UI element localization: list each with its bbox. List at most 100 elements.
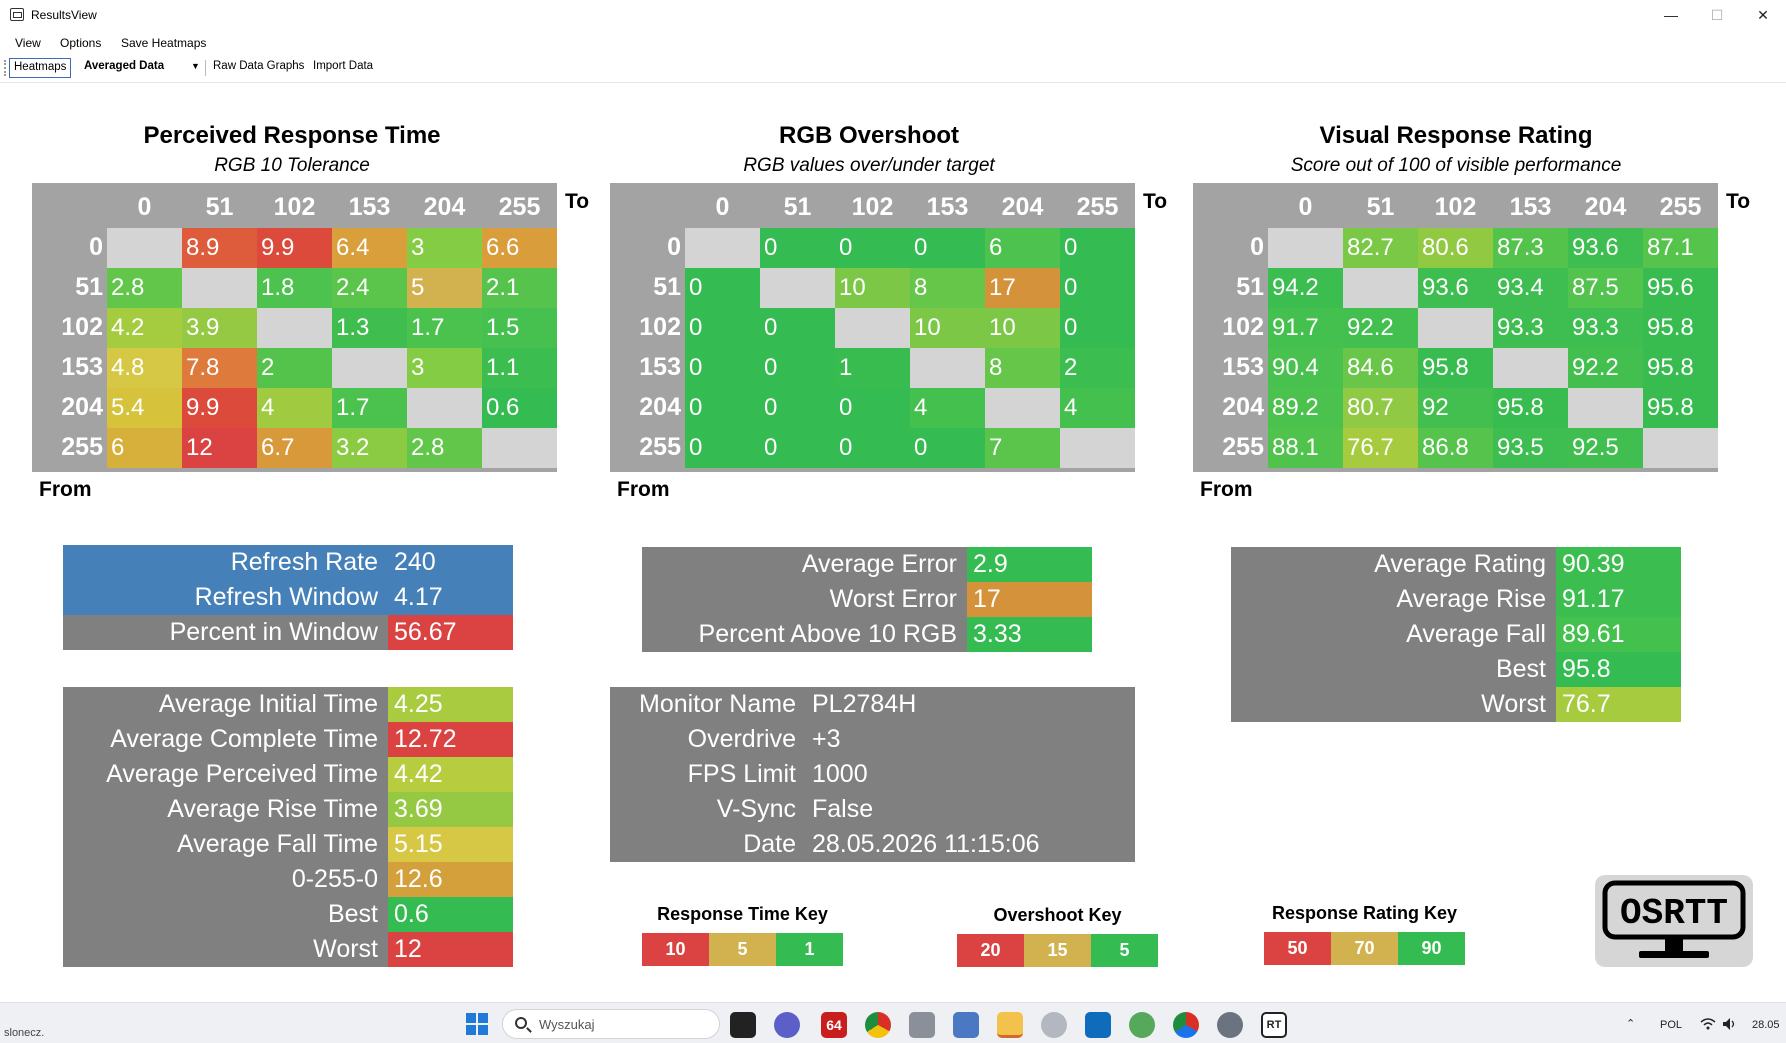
heatmap-cell: 5 xyxy=(407,268,482,308)
heatmap-cell: 17 xyxy=(985,268,1060,308)
chevron-down-icon[interactable]: ▼ xyxy=(191,61,200,71)
task-view-icon[interactable] xyxy=(730,1012,756,1038)
response-stats-table: Average Initial Time 4.25 Average Complete… xyxy=(63,687,513,967)
heatmap-row-header: 102 xyxy=(61,313,103,341)
wifi-icon[interactable] xyxy=(1700,1017,1716,1031)
menu-save-heatmaps[interactable]: Save Heatmaps xyxy=(121,36,207,50)
heatmap-title: RGB Overshoot xyxy=(778,122,960,149)
heatmap-column-header: 51 xyxy=(783,193,812,221)
tray-chevron-up-icon[interactable]: ⌃ xyxy=(1626,1018,1636,1030)
stat-value: 12 xyxy=(388,932,513,967)
stat-label: Average Rating xyxy=(1374,550,1546,578)
menu-options[interactable]: Options xyxy=(60,36,102,50)
chrome-icon[interactable] xyxy=(865,1012,891,1038)
heatmap-column-header: 102 xyxy=(851,193,894,221)
heatmap-cell: 93.5 xyxy=(1493,428,1568,468)
stat-label: Average Rise Time xyxy=(167,795,378,823)
heatmap-from-label: From xyxy=(1200,478,1253,501)
heatmap-column-header: 204 xyxy=(1584,193,1627,221)
heatmap-row-header: 204 xyxy=(1222,393,1264,421)
heatmap-column-header: 51 xyxy=(1366,193,1395,221)
heatmap-cell: 4 xyxy=(1060,388,1135,428)
heatmap-column-header: 204 xyxy=(1001,193,1044,221)
menu-view[interactable]: View xyxy=(15,36,41,50)
rating-stats-table: Average Rating 90.39 Average Rise 91.17 Aver… xyxy=(1231,547,1681,722)
osrtt-app-icon[interactable]: RT xyxy=(1261,1012,1287,1038)
stat-label: 0-255-0 xyxy=(291,865,378,893)
stat-row: Average Fall Time 5.15 xyxy=(63,827,513,862)
heatmap-cell: 3 xyxy=(407,348,482,388)
heatmap-row-header: 0 xyxy=(1250,233,1264,261)
stat-label: Percent Above 10 RGB xyxy=(698,620,957,648)
stat-row: Average Fall 89.61 xyxy=(1231,617,1681,652)
globe-icon[interactable] xyxy=(1129,1012,1155,1038)
key-cell: 5 xyxy=(1091,934,1158,967)
heatmap-row-header: 255 xyxy=(639,433,681,461)
disk-icon[interactable] xyxy=(1041,1012,1067,1038)
stat-row: Monitor Name PL2784H xyxy=(610,687,1135,722)
stat-value: 76.7 xyxy=(1556,687,1681,722)
taskbar-search[interactable]: Wyszukaj xyxy=(502,1009,720,1039)
heatmap-cell: 1.3 xyxy=(332,308,407,348)
stat-value: 3.69 xyxy=(388,792,513,827)
volume-icon[interactable] xyxy=(1722,1017,1738,1031)
heatmap-row-header: 255 xyxy=(61,433,103,461)
heatmap-cell: 92.2 xyxy=(1343,308,1418,348)
network-app-icon[interactable] xyxy=(953,1012,979,1038)
stat-value: 240 xyxy=(388,545,513,580)
maximize-button[interactable]: ☐ xyxy=(1710,6,1724,23)
heatmap-to-label: To xyxy=(1143,190,1168,213)
heatmap-cell: 87.1 xyxy=(1643,228,1718,268)
heatmap-cell: 10 xyxy=(985,308,1060,348)
clock[interactable]: 28.05 xyxy=(1752,1019,1780,1031)
key-cell: 50 xyxy=(1264,932,1331,965)
stat-row: Overdrive +3 xyxy=(610,722,1135,757)
key-cell: 10 xyxy=(642,933,709,966)
settings-gear-icon[interactable] xyxy=(1217,1012,1243,1038)
close-button[interactable]: ✕ xyxy=(1757,6,1769,23)
heatmap-cell: 0 xyxy=(1060,308,1135,348)
heatmap-cell: 95.8 xyxy=(1643,348,1718,388)
heatmap-cell: 0 xyxy=(760,348,835,388)
outlook-icon[interactable] xyxy=(1085,1012,1111,1038)
heatmap-cell: 2.4 xyxy=(332,268,407,308)
heatmap-cell xyxy=(685,228,760,268)
tab-raw-data-graphs[interactable]: Raw Data Graphs xyxy=(213,60,305,72)
stat-value: 5.15 xyxy=(388,827,513,862)
drive-icon[interactable] xyxy=(909,1012,935,1038)
heatmap-subtitle: RGB 10 Tolerance xyxy=(214,155,370,176)
heatmap-cell: 80.7 xyxy=(1343,388,1418,428)
heatmap-cell: 87.5 xyxy=(1568,268,1643,308)
heatmap-cell: 10 xyxy=(910,308,985,348)
minimize-button[interactable]: — xyxy=(1664,7,1678,23)
file-explorer-icon[interactable] xyxy=(997,1012,1023,1038)
heatmap-cell: 6 xyxy=(985,228,1060,268)
heatmap-cell: 7.8 xyxy=(182,348,257,388)
chrome-alt-icon[interactable] xyxy=(1173,1012,1199,1038)
data-mode-select[interactable]: Averaged Data xyxy=(84,60,165,72)
heatmap-row-header: 102 xyxy=(1222,313,1264,341)
stat-label: V-Sync xyxy=(716,795,796,823)
heatmap-title: Perceived Response Time xyxy=(143,122,441,149)
stat-label: Average Fall xyxy=(1406,620,1546,648)
stat-row: Average Complete Time 12.72 xyxy=(63,722,513,757)
teams-icon[interactable] xyxy=(774,1012,800,1038)
app-64-icon[interactable]: 64 xyxy=(821,1012,847,1038)
heatmap-cell: 2.1 xyxy=(482,268,557,308)
heatmap-row-header: 102 xyxy=(639,313,681,341)
tab-import-data[interactable]: Import Data xyxy=(313,60,374,72)
stat-row: Average Rise Time 3.69 xyxy=(63,792,513,827)
heatmap-cell xyxy=(1568,388,1643,428)
tab-heatmaps[interactable]: Heatmaps xyxy=(9,58,72,78)
language-indicator[interactable]: POL xyxy=(1660,1019,1683,1031)
heatmap-cell: 89.2 xyxy=(1268,388,1343,428)
stat-label: FPS Limit xyxy=(687,760,796,788)
heatmap-cell: 92 xyxy=(1418,388,1493,428)
toolbar-grip[interactable] xyxy=(4,60,6,76)
heatmap-cell: 87.3 xyxy=(1493,228,1568,268)
windows-start-icon[interactable] xyxy=(466,1013,488,1035)
stat-label: Overdrive xyxy=(687,725,796,753)
stat-value: +3 xyxy=(812,725,841,753)
heatmap-cell xyxy=(835,308,910,348)
